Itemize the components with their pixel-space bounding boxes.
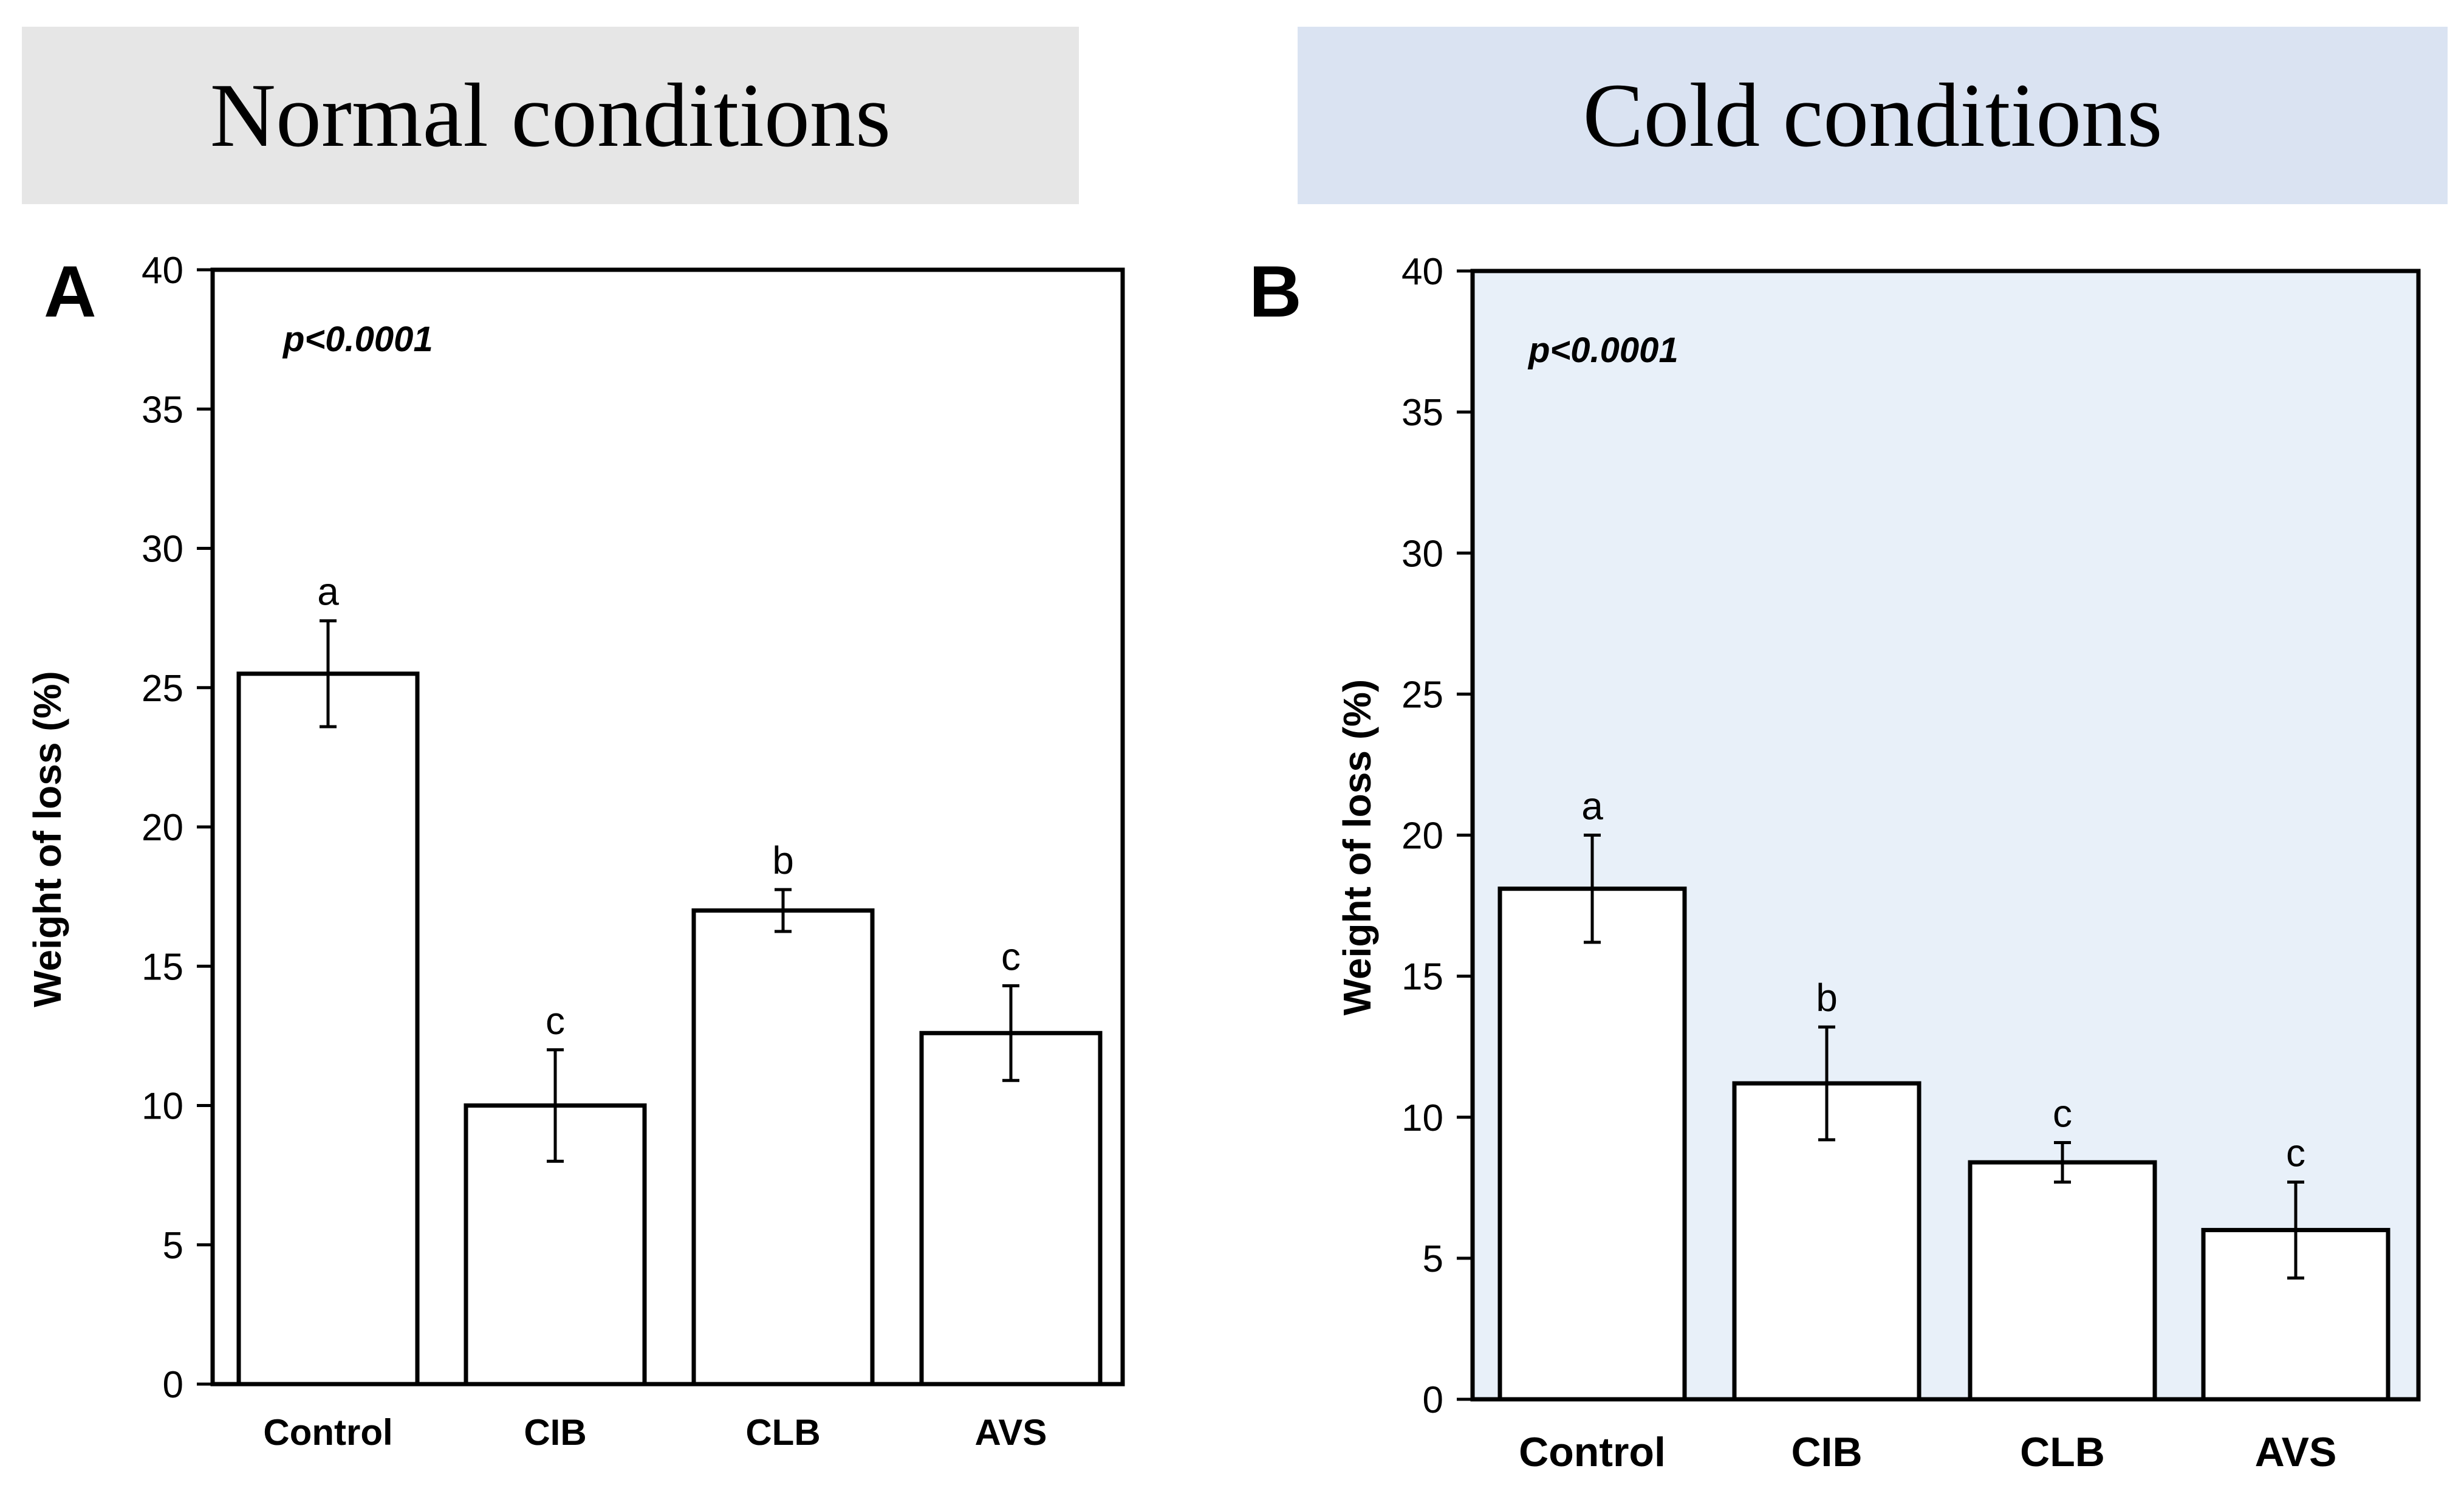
banner-cold-conditions: Cold conditions bbox=[1298, 27, 2448, 204]
panel-a-y-tick-label: 10 bbox=[142, 1086, 183, 1128]
panel-a-y-tick-label: 25 bbox=[142, 668, 183, 710]
panel-a-y-axis-label: Weight of loss (%) bbox=[26, 671, 69, 1007]
panel-b-pvalue-annotation: p<0.0001 bbox=[1527, 331, 1679, 370]
panel-a-category-label: AVS bbox=[975, 1412, 1047, 1453]
panel-b-y-tick-label: 15 bbox=[1401, 956, 1443, 998]
panel-a-y-tick-label: 20 bbox=[142, 807, 183, 849]
panel-a-significance-letter: c bbox=[546, 999, 565, 1043]
panel-b-y-tick-label: 0 bbox=[1423, 1379, 1443, 1421]
panel-a-significance-letter: b bbox=[772, 838, 794, 882]
panel-a-pvalue-box bbox=[255, 310, 559, 371]
panel-a-significance-letter: a bbox=[317, 570, 339, 614]
panel-b-y-tick-label: 10 bbox=[1401, 1097, 1443, 1139]
panel-b-category-label: AVS bbox=[2255, 1429, 2337, 1475]
panel-a-y-tick-label: 0 bbox=[163, 1364, 183, 1406]
panel-b-significance-letter: a bbox=[1581, 784, 1603, 828]
panel-b-bar-clb bbox=[1968, 1160, 2157, 1402]
panel-a-bar-clb bbox=[691, 908, 875, 1387]
panel-b-significance-letter: c bbox=[2286, 1131, 2305, 1175]
panel-a-significance-letter: c bbox=[1001, 934, 1021, 978]
panel-a-y-tick-label: 5 bbox=[163, 1225, 183, 1267]
panel-b-significance-letter: b bbox=[1816, 976, 1838, 1020]
panel-a-pvalue-annotation: p<0.0001 bbox=[282, 320, 433, 359]
panel-a-axes-frame bbox=[210, 267, 1125, 1387]
panel-a-y-tick-label: 35 bbox=[142, 389, 183, 431]
panel-b-significance-letter: c bbox=[2053, 1092, 2072, 1136]
panel-b-category-label: Control bbox=[1519, 1429, 1666, 1475]
panel-b-category-label: CLB bbox=[2020, 1429, 2105, 1475]
panel-b-letter: B bbox=[1249, 251, 1302, 332]
banner-normal-conditions: Normal conditions bbox=[22, 27, 1079, 204]
panel-a-bar-control bbox=[236, 671, 420, 1387]
panel-b-y-tick-label: 40 bbox=[1401, 251, 1443, 293]
panel-b-category-label: CIB bbox=[1791, 1429, 1862, 1475]
panel-b-y-axis-label: Weight of loss (%) bbox=[1335, 679, 1379, 1015]
panel-a-category-label: CLB bbox=[745, 1412, 820, 1453]
panel-a-category-label: Control bbox=[263, 1412, 392, 1453]
panel-b-bar-control bbox=[1497, 886, 1687, 1402]
panel-a-y-tick-label: 40 bbox=[142, 250, 183, 292]
panel-b-y-tick-label: 25 bbox=[1401, 674, 1443, 716]
panel-b-y-tick-label: 20 bbox=[1401, 815, 1443, 857]
banner-cold-label: Cold conditions bbox=[1583, 65, 2163, 166]
panel-a-y-tick-label: 15 bbox=[142, 946, 183, 988]
panel-a-letter: A bbox=[44, 251, 97, 332]
panel-a-y-tick-label: 30 bbox=[142, 529, 183, 571]
panel-b-y-tick-label: 30 bbox=[1401, 533, 1443, 575]
banner-normal-label: Normal conditions bbox=[210, 65, 891, 166]
panel-a-bar-avs bbox=[919, 1030, 1103, 1387]
panel-a-category-label: CIB bbox=[524, 1412, 586, 1453]
panel-b-axes-frame bbox=[1470, 269, 2421, 1402]
panel-b-y-tick-label: 35 bbox=[1401, 392, 1443, 434]
panel-b-y-tick-label: 5 bbox=[1423, 1238, 1443, 1280]
